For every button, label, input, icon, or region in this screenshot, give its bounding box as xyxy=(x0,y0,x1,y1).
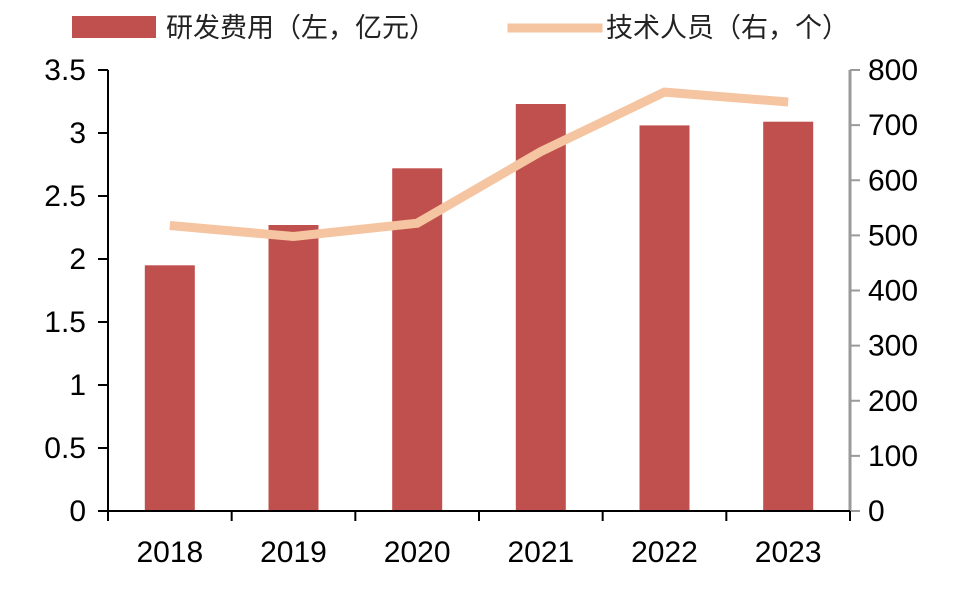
bar-2023 xyxy=(763,121,814,511)
right-axis-ticks: 0 100 200 300 400 500 600 700 800 xyxy=(850,54,918,528)
x-tick-label-2019: 2019 xyxy=(260,536,327,569)
right-tick-label: 400 xyxy=(868,275,918,308)
left-axis-ticks: 0 0.5 1 1.5 2 2.5 3 3.5 xyxy=(44,54,108,528)
bar-2022 xyxy=(639,125,690,512)
left-tick-label: 0.5 xyxy=(44,432,86,465)
x-tick-label-2021: 2021 xyxy=(507,536,574,569)
left-tick-label: 1 xyxy=(69,369,86,402)
left-tick-label: 2 xyxy=(69,243,86,276)
bar-2018 xyxy=(144,265,195,511)
x-tick-label-2018: 2018 xyxy=(136,536,203,569)
legend-label-technicians: 技术人员（右，个） xyxy=(606,13,849,44)
right-tick-label: 200 xyxy=(868,385,918,418)
right-tick-label: 100 xyxy=(868,440,918,473)
right-tick-label: 500 xyxy=(868,219,918,252)
right-tick-label: 300 xyxy=(868,330,918,363)
left-tick-label: 1.5 xyxy=(44,306,86,339)
bar-series xyxy=(144,104,814,512)
right-tick-label: 800 xyxy=(868,54,918,87)
x-tick-label-2023: 2023 xyxy=(755,536,822,569)
legend-swatch-rd-expense xyxy=(72,16,156,38)
left-tick-label: 3 xyxy=(69,117,86,150)
right-tick-label: 0 xyxy=(868,495,885,528)
x-tick-label-2020: 2020 xyxy=(384,536,451,569)
right-tick-label: 600 xyxy=(868,164,918,197)
left-tick-label: 0 xyxy=(69,495,86,528)
legend-label-rd-expense: 研发费用（左，亿元） xyxy=(166,13,436,44)
axes xyxy=(107,70,852,512)
line-series xyxy=(169,87,789,242)
left-tick-label: 2.5 xyxy=(44,180,86,213)
x-tick-label-2022: 2022 xyxy=(631,536,698,569)
technicians-line xyxy=(169,87,789,242)
bar-2019 xyxy=(268,225,319,511)
right-tick-label: 700 xyxy=(868,109,918,142)
x-axis-ticks: 2018 2019 2020 2021 2022 2023 xyxy=(107,511,851,569)
legend: 研发费用（左，亿元） 技术人员（右，个） xyxy=(72,13,849,44)
bar-2021 xyxy=(515,104,566,511)
left-tick-label: 3.5 xyxy=(44,54,86,87)
